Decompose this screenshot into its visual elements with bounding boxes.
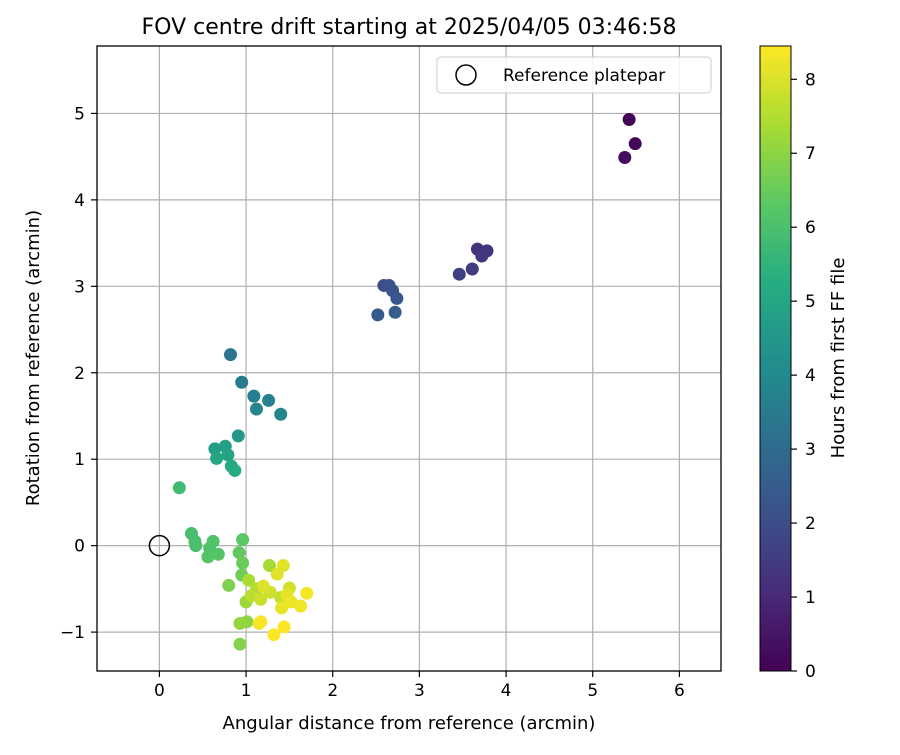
reference-platepar-marker [148,534,171,557]
colorbar-gradient [759,45,792,672]
data-point [172,481,186,495]
data-point [262,393,276,407]
data-point [475,249,489,263]
data-point [276,559,290,573]
data-point [388,305,402,319]
colorbar-tick-label: 4 [805,366,816,386]
data-point [233,637,247,651]
data-point [262,559,276,573]
colorbar-tick-label: 6 [805,218,816,238]
plot-frame [96,45,722,672]
grid [97,46,721,671]
colorbar-tick-label: 1 [805,588,816,608]
data-point [618,151,632,165]
data-point [277,620,291,634]
data-point [222,578,236,592]
data-point [294,599,308,613]
data-point [249,402,263,416]
x-axis-ticks: 0 1 2 3 4 5 6 [154,671,685,701]
y-tick-label: 1 [74,450,85,470]
x-tick-label: 6 [674,681,685,701]
y-tick-label: 4 [74,191,85,211]
data-point [189,539,203,553]
data-point [628,137,642,151]
data-point [300,586,314,600]
x-axis-label: Angular distance from reference (arcmin) [223,713,596,734]
legend-box [436,56,712,94]
colorbar-tick-label: 3 [805,440,816,460]
data-point [254,615,268,629]
colorbar-ticks: 0 1 2 3 4 5 6 7 8 [791,70,816,682]
legend: Reference platepar [436,56,712,94]
data-point [622,112,636,126]
data-point [267,628,281,642]
data-point [211,547,225,561]
y-axis-ticks: −1 0 1 2 3 4 5 [60,104,97,643]
colorbar: 0 1 2 3 4 5 6 7 8 Hours from first FF file [759,45,849,682]
data-point [210,451,224,465]
data-point [242,573,256,587]
data-point [371,308,385,322]
data-point [275,601,289,615]
data-point [236,533,250,547]
x-tick-label: 3 [414,681,425,701]
x-tick-label: 1 [241,681,252,701]
data-point [201,550,215,564]
legend-entry-reference: Reference platepar [503,66,665,86]
data-point [235,375,249,389]
chart-title: FOV centre drift starting at 2025/04/05 … [142,15,677,40]
data-point [274,407,288,421]
data-point [256,579,270,593]
data-point [390,291,404,305]
data-point [452,267,466,281]
data-point [231,429,245,443]
legend-marker-reference [455,64,477,86]
x-tick-label: 5 [587,681,598,701]
data-point [465,262,479,276]
colorbar-label: Hours from first FF file [828,258,849,459]
data-point [232,546,246,560]
y-tick-label: −1 [60,623,85,643]
y-tick-label: 3 [74,277,85,297]
colorbar-tick-label: 2 [805,514,816,534]
y-axis-label: Rotation from reference (arcmin) [23,210,44,506]
data-point [247,389,261,403]
y-tick-label: 5 [74,104,85,124]
colorbar-tick-label: 5 [805,292,816,312]
data-point [223,348,237,362]
data-point [228,463,242,477]
x-tick-label: 4 [501,681,512,701]
data-point [254,592,268,606]
y-tick-label: 2 [74,364,85,384]
data-point [236,556,250,570]
scatter-points [172,112,642,651]
x-tick-label: 0 [154,681,165,701]
data-point [221,448,235,462]
colorbar-tick-label: 0 [805,662,816,682]
colorbar-tick-label: 7 [805,144,816,164]
colorbar-tick-label: 8 [805,70,816,90]
x-tick-label: 2 [327,681,338,701]
data-point [233,616,247,630]
y-tick-label: 0 [74,537,85,557]
